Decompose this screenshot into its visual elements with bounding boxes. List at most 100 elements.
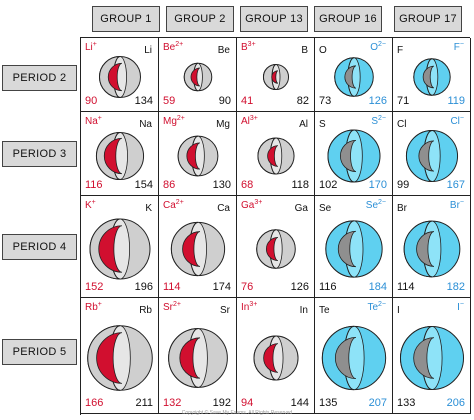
atomic-radius-value: 134 [134, 95, 153, 107]
atomic-radius-value: 102 [319, 179, 338, 191]
atom-symbol: Te [319, 305, 330, 316]
ion-symbol: Te2− [367, 301, 386, 313]
cell-te: Te2− Te 207 135 [315, 298, 393, 414]
cell-i: I− I 206 133 [393, 298, 471, 414]
ionic-radius-value: 206 [446, 397, 465, 409]
radius-figure [327, 129, 381, 183]
cell-ga: Ga3+ Ga 76 126 [237, 196, 315, 298]
ionic-radius-value: 152 [85, 281, 104, 293]
radius-figure [405, 129, 459, 183]
atomic-radius-value: 192 [212, 397, 231, 409]
period-header-3: PERIOD 3 [2, 141, 77, 167]
radius-figure [87, 325, 153, 391]
ionic-radius-value: 166 [85, 397, 104, 409]
ion-symbol: S2− [371, 115, 386, 127]
cation-core [263, 343, 279, 373]
atomic-radius-value: 116 [319, 281, 337, 293]
cell-cl: Cl− Cl 167 99 [393, 112, 471, 196]
atomic-radius-value: 118 [291, 179, 309, 191]
cell-mg: Mg2+ Mg 86 130 [159, 112, 237, 196]
ionic-radius-value: 170 [368, 179, 387, 191]
cell-rb: Rb+ Rb 166 211 [81, 298, 159, 414]
ionic-radius-value: 207 [368, 397, 387, 409]
ion-symbol: K+ [85, 199, 96, 211]
cation-core [179, 337, 201, 379]
ionic-radius-value: 126 [368, 95, 387, 107]
cell-se: Se2− Se 184 116 [315, 196, 393, 298]
atomic-radius-value: 73 [319, 95, 332, 107]
atomic-radius-value: 114 [397, 281, 415, 293]
atomic-radius-value: 174 [212, 281, 231, 293]
ion-symbol: Cl− [450, 115, 464, 127]
radius-figure [168, 328, 228, 388]
atomic-radius-value: 99 [397, 179, 410, 191]
cation-core [267, 145, 279, 167]
atom-core [422, 65, 435, 89]
group-header-16: GROUP 16 [314, 6, 382, 32]
atomic-radius-value: 90 [218, 95, 231, 107]
cell-br: Br− Br 182 114 [393, 196, 471, 298]
atom-symbol: Ga [294, 203, 308, 214]
cell-al: Al3+ Al 68 118 [237, 112, 315, 196]
radius-figure [95, 131, 145, 181]
atomic-radius-value: 82 [296, 95, 309, 107]
cell-in: In3+ In 94 144 [237, 298, 315, 414]
atom-symbol: S [319, 119, 326, 130]
cell-li: Li+ Li 90 134 [81, 38, 159, 112]
group-header-13: GROUP 13 [240, 6, 308, 32]
cation-core [103, 137, 123, 175]
ionic-radius-value: 184 [368, 281, 387, 293]
atomic-radius-value: 71 [397, 95, 410, 107]
ion-symbol: Rb+ [85, 301, 102, 313]
ionic-radius-value: 94 [241, 397, 254, 409]
atom-symbol: K [145, 203, 152, 214]
atomic-radius-value: 211 [135, 397, 153, 409]
radius-figure [403, 220, 461, 278]
ionic-radius-value: 114 [163, 281, 181, 293]
cation-core [190, 67, 201, 87]
radius-figure [399, 325, 465, 391]
ionic-radius-value: 86 [163, 179, 176, 191]
ion-symbol: Ga3+ [241, 199, 263, 211]
cell-f: F− F 119 71 [393, 38, 471, 112]
atom-core [416, 231, 435, 267]
outer-shell-left [262, 63, 277, 91]
ionic-radius-value: 76 [241, 281, 254, 293]
cell-k: K+ K 152 196 [81, 196, 159, 298]
ion-symbol: Br− [449, 199, 464, 211]
cell-na: Na+ Na 116 154 [81, 112, 159, 196]
ion-symbol: F− [453, 41, 464, 53]
cell-ca: Ca2+ Ca 114 174 [159, 196, 237, 298]
atom-symbol: Ca [217, 203, 230, 214]
ionic-radius-value: 119 [447, 95, 465, 107]
cell-o: O2− O 126 73 [315, 38, 393, 112]
atom-symbol: Sr [220, 305, 230, 316]
atom-symbol: Al [299, 119, 308, 130]
atom-symbol: Li [144, 45, 152, 56]
period-header-2: PERIOD 2 [2, 65, 77, 91]
period-header-5: PERIOD 5 [2, 339, 77, 365]
radius-figure [257, 137, 295, 175]
ion-symbol: Be2+ [163, 41, 184, 53]
radius-figure [89, 218, 151, 280]
atomic-radius-value: 196 [134, 281, 153, 293]
radius-figure [321, 325, 387, 391]
atomic-radius-value: 133 [397, 397, 416, 409]
group-header-2: GROUP 2 [166, 6, 234, 32]
atom-symbol: Rb [139, 305, 152, 316]
copyright-footer: Copyright © Save My Exams. All Rights Re… [181, 410, 293, 416]
ion-symbol: I− [457, 301, 464, 313]
radius-figure [253, 335, 299, 381]
atom-symbol: Cl [397, 119, 407, 130]
ion-symbol: O2− [370, 41, 386, 53]
atom-core [337, 230, 357, 268]
radius-figure [98, 55, 142, 99]
ionic-radius-value: 116 [85, 179, 103, 191]
ionic-radius-value: 167 [446, 179, 465, 191]
atomic-radius-value: 126 [290, 281, 309, 293]
ionic-radius-value: 132 [163, 397, 182, 409]
atomic-radius-value: 135 [319, 397, 338, 409]
atom-symbol: Se [319, 203, 332, 214]
radius-figure [170, 221, 226, 277]
cation-core [107, 62, 123, 92]
